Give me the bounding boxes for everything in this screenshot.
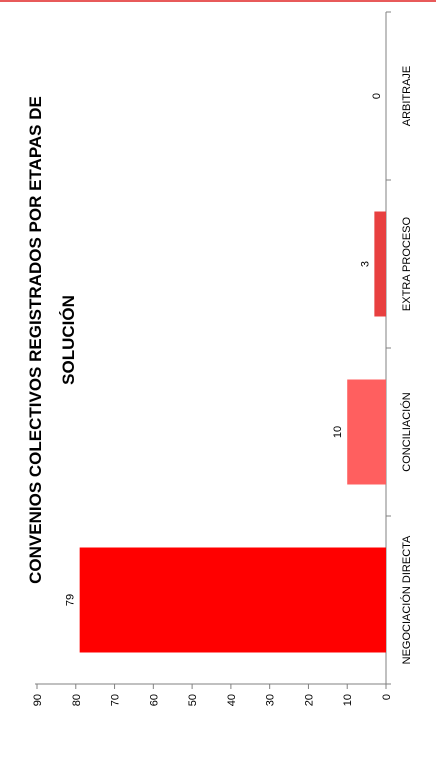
category-label-1: NEGOCIACIÓN DIRECTA — [400, 535, 413, 664]
value-tick-label: 60 — [148, 694, 160, 706]
category-label-2: CONCILIACIÓN — [400, 392, 413, 472]
value-tick-label: 80 — [71, 694, 83, 706]
data-label-3: 3 — [359, 261, 371, 267]
category-label-4: ARBITRAJE — [401, 66, 413, 127]
bar-2 — [347, 379, 386, 485]
chart-title: CONVENIOS COLECTIVOS REGISTRADOS POR ETA… — [26, 96, 78, 584]
category-label-3: EXTRA PROCESO — [401, 216, 413, 311]
value-tick-label: 10 — [342, 694, 354, 706]
value-tick-label: 70 — [110, 694, 122, 706]
top-border-line — [0, 0, 436, 2]
value-tick-label: 40 — [226, 694, 238, 706]
value-tick-label: 20 — [303, 694, 315, 706]
category-labels: NEGOCIACIÓN DIRECTA CONCILIACIÓN EXTRA PRO… — [400, 66, 413, 665]
data-labels: 79 10 3 0 — [65, 93, 383, 606]
data-label-2: 10 — [332, 426, 344, 438]
value-tick-label: 0 — [381, 694, 393, 700]
bar-3 — [374, 211, 386, 317]
data-label-4: 0 — [371, 93, 383, 99]
bar-1 — [79, 547, 387, 653]
value-tick-label: 30 — [265, 694, 277, 706]
value-tick-labels: 0 10 20 30 40 50 60 70 80 90 — [32, 694, 393, 706]
data-label-1: 79 — [65, 594, 77, 606]
chart-title-line-2: SOLUCIÓN — [59, 295, 78, 385]
chart-title-line-1: CONVENIOS COLECTIVOS REGISTRADOS POR ETA… — [26, 96, 45, 584]
value-tick-label: 50 — [187, 694, 199, 706]
value-tick-label: 90 — [32, 694, 44, 706]
bars — [79, 211, 387, 653]
